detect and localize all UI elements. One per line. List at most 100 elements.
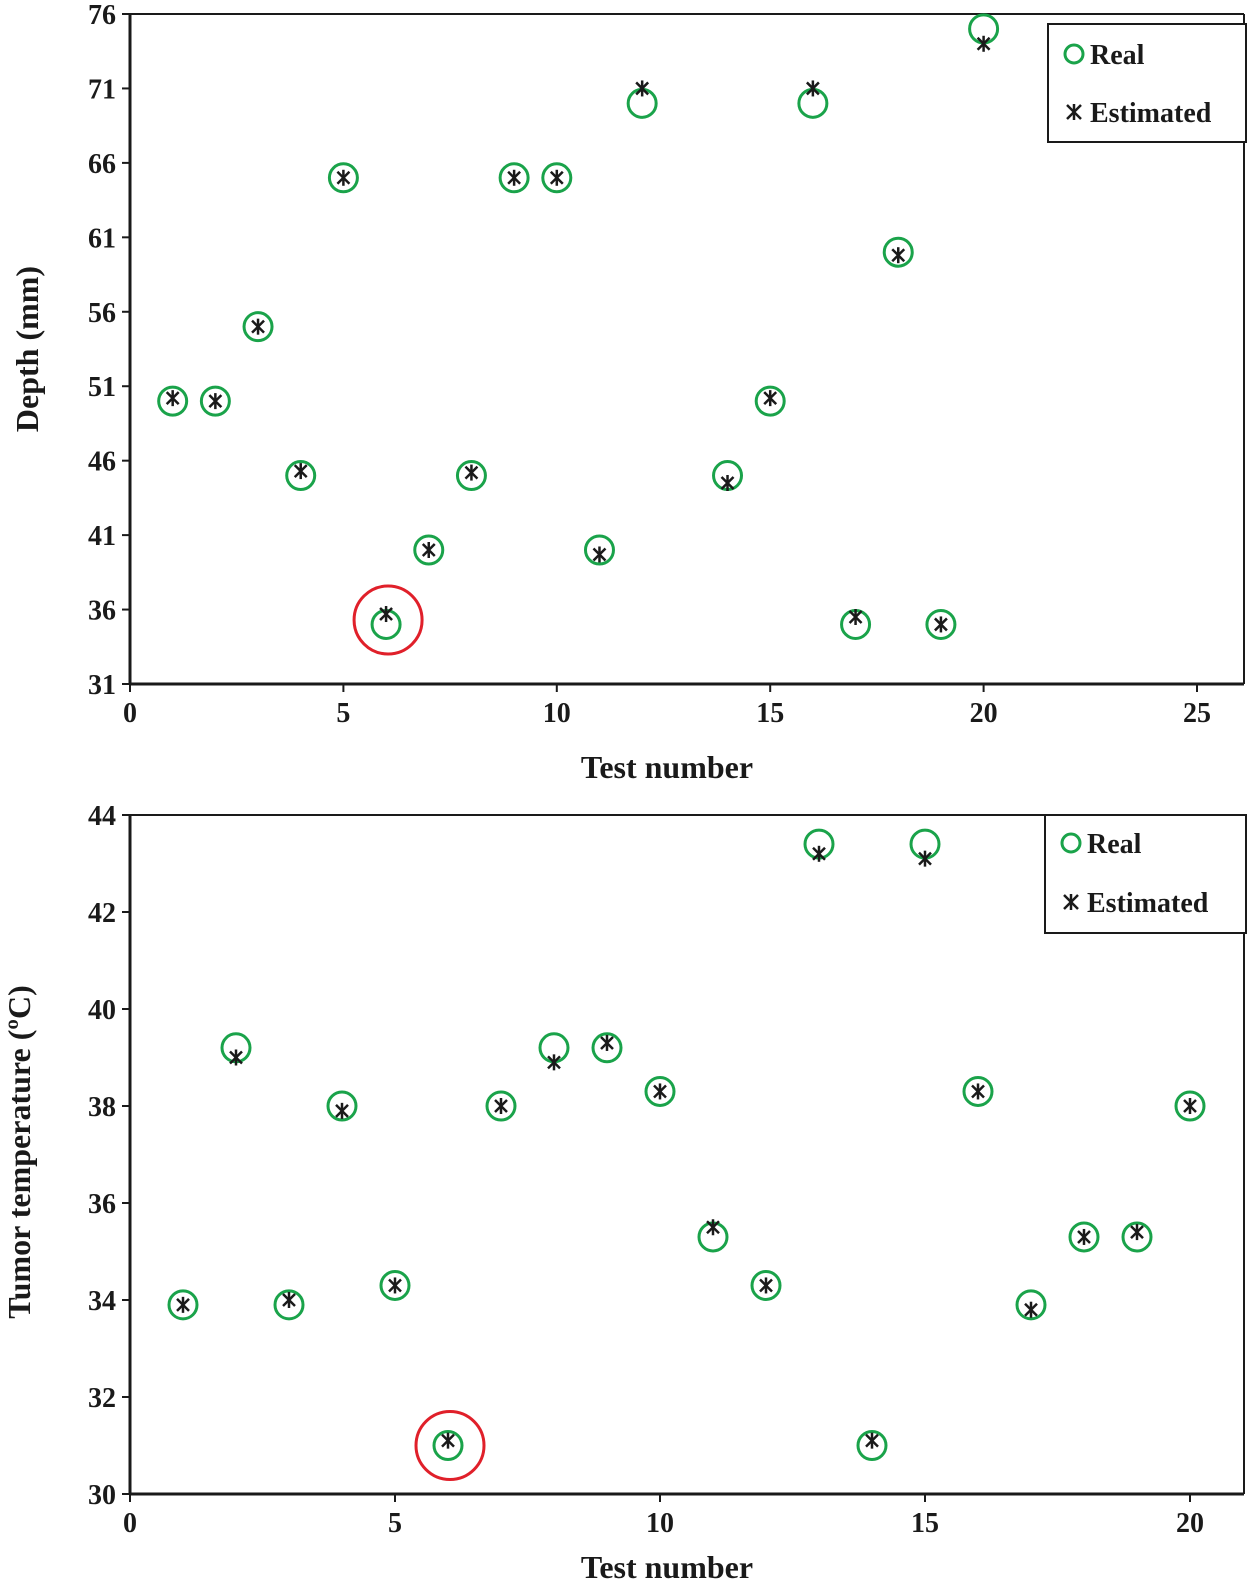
tick-labels: 0 5 10 15 20 25 31 36 41 46 51 56 61 66 71 76: [88, 0, 1211, 729]
estimated-point: [891, 247, 906, 264]
tick-marks: [122, 814, 1191, 1502]
estimated-point: [335, 1102, 349, 1119]
legend-box: [1044, 814, 1247, 934]
x-tick-label: 15: [911, 1508, 939, 1539]
y-tick-label: 71: [88, 74, 116, 105]
y-tick-label: 41: [88, 521, 116, 552]
x-tick-label: 20: [970, 698, 998, 729]
estimated-point: [865, 1432, 879, 1449]
estimated-point: [549, 169, 564, 186]
y-tick-label: 66: [88, 149, 116, 180]
y-tick-label: 61: [88, 223, 116, 254]
highlight-annotations: [352, 584, 424, 656]
estimated-point: [720, 475, 735, 491]
estimated-point: [812, 845, 826, 862]
highlight-circle: [352, 584, 424, 656]
legend-real-marker: [1060, 832, 1082, 854]
real-point: [273, 1289, 305, 1321]
y-tick-label: 31: [88, 670, 116, 701]
y-tick-label: 46: [88, 447, 116, 478]
real-point: [1174, 1090, 1206, 1122]
real-point: [285, 460, 317, 492]
estimated-point: [336, 169, 351, 186]
x-tick-label: 0: [123, 1508, 137, 1539]
legend-real-marker: [1063, 43, 1085, 65]
estimated-point: [251, 318, 265, 335]
legend-real-label: Real: [1087, 829, 1142, 860]
real-point: [167, 1289, 199, 1321]
y-tick-label: 44: [88, 801, 116, 832]
legend-estimated-label: Estimated: [1087, 888, 1209, 919]
estimated-point: [600, 1034, 614, 1051]
legend: Real Estimated: [1047, 23, 1247, 143]
real-point: [157, 385, 189, 417]
estimated-point: [763, 390, 778, 407]
y-tick-label: 38: [88, 1092, 116, 1123]
temperature-chart: 0 5 10 15 20 30 32 34 36 38 40 42 44 Test number Tum…: [1, 801, 1247, 1584]
y-tick-label: 42: [88, 898, 116, 929]
estimated-point: [1130, 1224, 1144, 1241]
estimated-point: [494, 1098, 508, 1114]
estimated-point: [1183, 1098, 1197, 1114]
series-marks: [167, 828, 1206, 1461]
x-tick-label: 5: [388, 1508, 402, 1539]
y-tick-label: 51: [88, 372, 116, 403]
estimated-point: [653, 1083, 667, 1100]
estimated-point: [293, 463, 308, 480]
estimated-point: [176, 1296, 190, 1313]
estimated-point: [805, 80, 820, 97]
estimated-point: [934, 616, 948, 633]
estimated-point: [971, 1083, 985, 1100]
real-point: [199, 385, 231, 417]
y-tick-label: 40: [88, 995, 116, 1026]
legend-estimated-marker: [1063, 894, 1079, 910]
y-tick-label: 32: [88, 1383, 116, 1414]
series-marks: [157, 13, 1000, 640]
x-tick-label: 20: [1176, 1508, 1204, 1539]
real-point: [327, 162, 359, 194]
real-point: [455, 460, 487, 492]
tick-marks: [122, 13, 1198, 692]
real-point: [1068, 1221, 1100, 1253]
x-tick-label: 10: [543, 698, 571, 729]
real-point: [754, 385, 786, 417]
legend-estimated-marker: [1066, 104, 1082, 120]
real-point: [962, 1075, 994, 1107]
real-point: [379, 1269, 411, 1301]
real-point: [413, 534, 445, 566]
y-axis-label: Tumor temperature (ºC): [1, 985, 37, 1318]
real-point: [1121, 1221, 1153, 1253]
x-axis-label: Test number: [581, 1549, 753, 1584]
estimated-point: [441, 1432, 455, 1449]
estimated-point: [229, 1049, 243, 1066]
estimated-point: [592, 546, 607, 563]
highlight-circle: [414, 1410, 486, 1481]
estimated-point: [976, 35, 991, 52]
estimated-point: [421, 542, 436, 558]
depth-chart: 0 5 10 15 20 25 31 36 41 46 51 56 61 66 71 76 Test numb…: [9, 0, 1247, 785]
real-point: [925, 608, 957, 640]
x-axis-label: Test number: [581, 749, 753, 785]
estimated-point: [464, 464, 479, 481]
estimated-point: [1077, 1228, 1091, 1245]
y-tick-label: 34: [88, 1286, 116, 1317]
real-point: [541, 162, 573, 194]
estimated-point: [547, 1054, 561, 1071]
x-tick-label: 0: [123, 698, 137, 729]
legend-real-label: Real: [1090, 40, 1145, 71]
x-tick-label: 5: [336, 698, 350, 729]
estimated-point: [282, 1292, 296, 1308]
estimated-point: [848, 609, 863, 625]
y-axis-label: Depth (mm): [9, 266, 45, 432]
x-tick-label: 25: [1183, 698, 1211, 729]
real-point: [583, 534, 615, 566]
estimated-point: [635, 80, 650, 97]
real-point: [750, 1269, 782, 1301]
estimated-point: [706, 1219, 720, 1236]
real-point: [644, 1075, 676, 1107]
tick-labels: 0 5 10 15 20 30 32 34 36 38 40 42 44: [88, 801, 1204, 1539]
real-point: [485, 1090, 517, 1122]
estimated-point: [759, 1277, 773, 1294]
estimated-point: [1024, 1301, 1038, 1318]
